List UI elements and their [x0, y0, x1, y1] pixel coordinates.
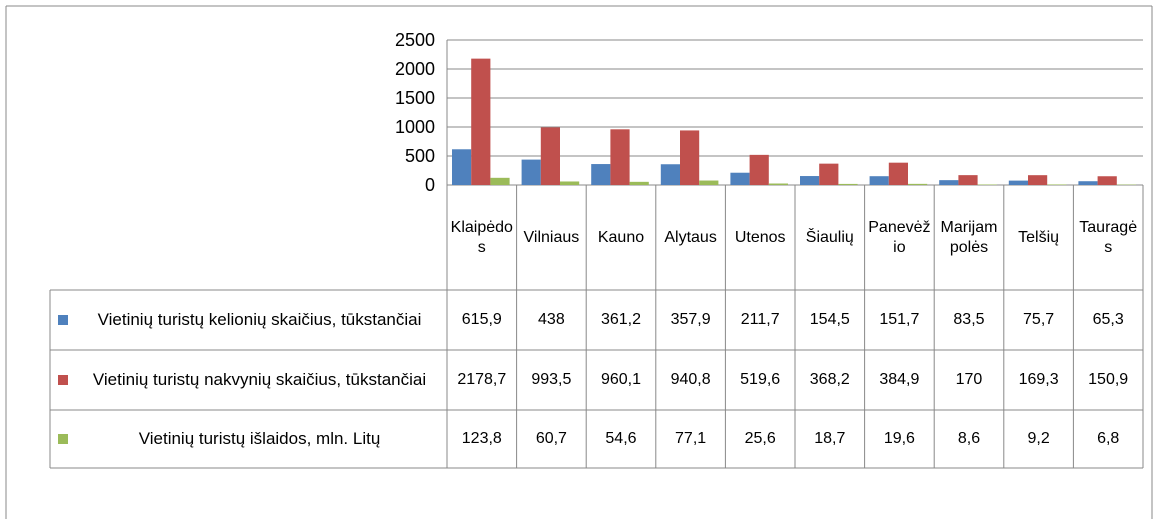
bar: [610, 129, 630, 185]
data-table-value: 18,7: [814, 430, 846, 447]
x-tick-label: Marijampolės: [940, 218, 998, 256]
bar: [1078, 181, 1098, 185]
data-table-value: 25,6: [744, 430, 776, 447]
data-table-value: 519,6: [740, 371, 781, 388]
bar: [939, 180, 959, 185]
legend-entry: Vietinių turistų išlaidos, mln. Litų: [50, 410, 447, 468]
bar: [749, 154, 769, 185]
y-tick-label: 2500: [394, 30, 435, 50]
bar: [680, 130, 700, 185]
legend-swatch: [58, 375, 68, 385]
y-tick-label: 0: [424, 175, 435, 195]
legend-swatch: [58, 315, 68, 325]
data-table-value: 8,6: [957, 430, 981, 447]
bar: [800, 176, 820, 185]
bar: [888, 162, 908, 185]
x-tick-label: Alytaus: [664, 228, 717, 246]
x-tick-label: Utenos: [734, 228, 786, 246]
data-table-value: 75,7: [1023, 311, 1055, 328]
bar: [521, 159, 541, 185]
data-table-value: 615,9: [461, 311, 502, 328]
data-table-value: 2178,7: [457, 371, 507, 388]
bar: [1097, 176, 1117, 185]
bar: [629, 181, 649, 185]
data-table-value: 993,5: [531, 371, 572, 388]
data-table-value: 368,2: [809, 371, 850, 388]
data-table-value: 940,8: [670, 371, 711, 388]
data-table-value: 65,3: [1092, 311, 1124, 328]
x-tick-label: Tauragės: [1079, 218, 1138, 256]
y-tick-label: 500: [404, 146, 435, 166]
bar: [908, 183, 928, 185]
bar: [958, 175, 978, 185]
y-tick-label: 2000: [394, 59, 435, 79]
x-tick-label: Klaipėdos: [450, 218, 513, 256]
y-tick-label: 1500: [394, 88, 435, 108]
legend-label: Vietinių turistų išlaidos, mln. Litų: [138, 429, 381, 448]
legend-swatch: [58, 434, 68, 444]
data-table-value: 170: [955, 371, 983, 388]
bar: [819, 163, 839, 185]
legend-entry: Vietinių turistų nakvynių skaičius, tūks…: [50, 350, 447, 410]
x-tick-label: Telšių: [1018, 228, 1060, 246]
bar: [1008, 180, 1028, 185]
data-table-value: 151,7: [879, 311, 920, 328]
data-table-value: 9,2: [1027, 430, 1050, 447]
x-tick-label: Vilniaus: [523, 228, 580, 246]
bar: [869, 176, 889, 185]
data-table-value: 60,7: [535, 430, 567, 447]
data-table-value: 150,9: [1088, 371, 1129, 388]
legend-label: Vietinių turistų kelionių skaičius, tūks…: [97, 310, 422, 329]
legend-entry: Vietinių turistų kelionių skaičius, tūks…: [50, 290, 447, 350]
data-table-value: 83,5: [953, 311, 985, 328]
data-table-value: 77,1: [675, 430, 707, 447]
data-table-value: 169,3: [1018, 371, 1059, 388]
bar: [560, 181, 580, 185]
y-tick-label: 1000: [394, 117, 435, 137]
bar: [471, 58, 491, 185]
bar: [1047, 184, 1067, 185]
data-table-value: 211,7: [740, 311, 780, 328]
data-table-value: 960,1: [600, 371, 641, 388]
bar: [838, 183, 858, 185]
data-table-value: 123,8: [461, 430, 502, 447]
data-table-value: 154,5: [809, 311, 850, 328]
x-tick-label: Kauno: [597, 228, 645, 246]
bar: [591, 164, 611, 185]
bar: [1028, 175, 1048, 185]
x-tick-label: Panevėžio: [868, 218, 931, 256]
bar: [540, 127, 560, 185]
bar: [660, 164, 680, 185]
data-table-value: 361,2: [600, 311, 641, 328]
x-tick-label: Šiaulių: [805, 228, 854, 246]
legend-label: Vietinių turistų nakvynių skaičius, tūks…: [92, 370, 427, 389]
data-table-value: 19,6: [883, 430, 915, 447]
data-table-value: 54,6: [605, 430, 637, 447]
bar: [452, 149, 472, 185]
bar: [490, 177, 510, 185]
bar: [730, 172, 750, 185]
data-table-value: 438: [538, 311, 565, 328]
data-table-value: 357,9: [670, 311, 711, 328]
data-table-value: 384,9: [879, 371, 920, 388]
bar: [768, 183, 788, 185]
bar: [699, 180, 719, 185]
data-table-value: 6,8: [1097, 430, 1120, 447]
